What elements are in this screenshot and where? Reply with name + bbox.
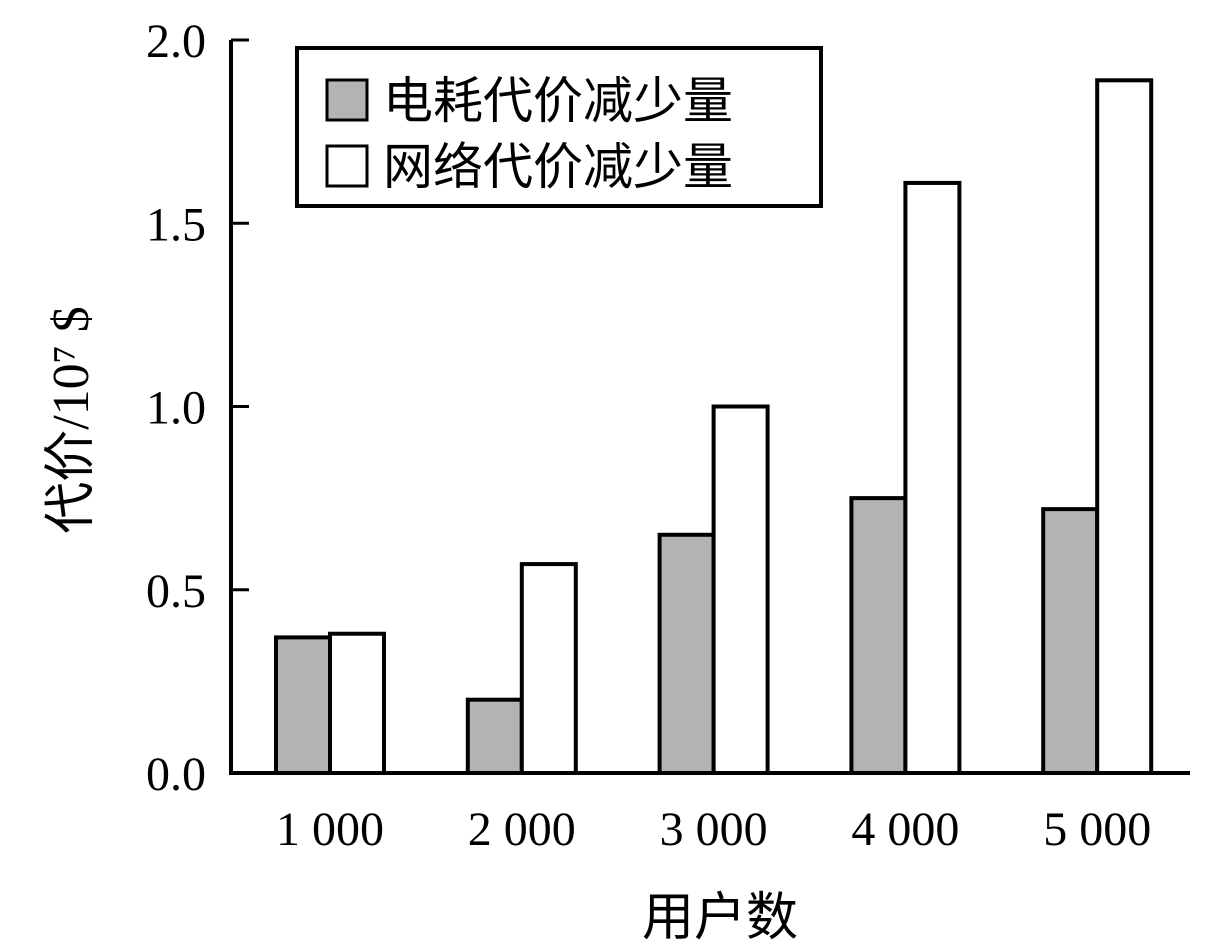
bar-network-cost	[1095, 78, 1154, 775]
bar-power-cost	[274, 635, 332, 776]
legend-swatch-network-cost	[325, 144, 369, 188]
x-ticks: 1 000 2 000 3 000 4 000 5 000	[276, 803, 1151, 856]
x-tick-label: 5 000	[1043, 803, 1151, 856]
bar-network-cost	[711, 404, 770, 775]
bar-network-cost	[328, 631, 386, 775]
bar-power-cost	[465, 697, 524, 776]
bar-power-cost	[849, 496, 908, 775]
legend-box	[295, 46, 823, 208]
y-ticks: 0.0 0.5 1.0 1.5 2.0	[146, 15, 249, 801]
bars	[274, 78, 1154, 776]
x-tick-label: 2 000	[468, 803, 576, 856]
bar-network-cost	[519, 562, 578, 775]
y-axis-title: 代价/10⁷ $	[43, 306, 100, 534]
bar-network-cost	[903, 180, 962, 775]
legend-label-network-cost: 网络代价减少量	[383, 139, 733, 195]
bar-power-cost	[1041, 507, 1100, 775]
bar-power-cost	[657, 532, 716, 776]
y-tick-label: 0.5	[146, 565, 206, 618]
x-tick-label: 1 000	[276, 803, 384, 856]
y-tick-label: 1.0	[146, 382, 206, 435]
legend-label-power-cost: 电耗代价减少量	[383, 73, 733, 129]
y-tick-label: 2.0	[146, 15, 206, 68]
x-tick-label: 3 000	[660, 803, 768, 856]
legend-swatch-power-cost	[325, 78, 369, 122]
y-tick-label: 0.0	[146, 748, 206, 801]
legend: 电耗代价减少量 网络代价减少量	[295, 46, 823, 208]
x-axis-title: 用户数	[642, 890, 798, 947]
y-tick-label: 1.5	[146, 198, 206, 251]
x-tick-label: 4 000	[851, 803, 959, 856]
